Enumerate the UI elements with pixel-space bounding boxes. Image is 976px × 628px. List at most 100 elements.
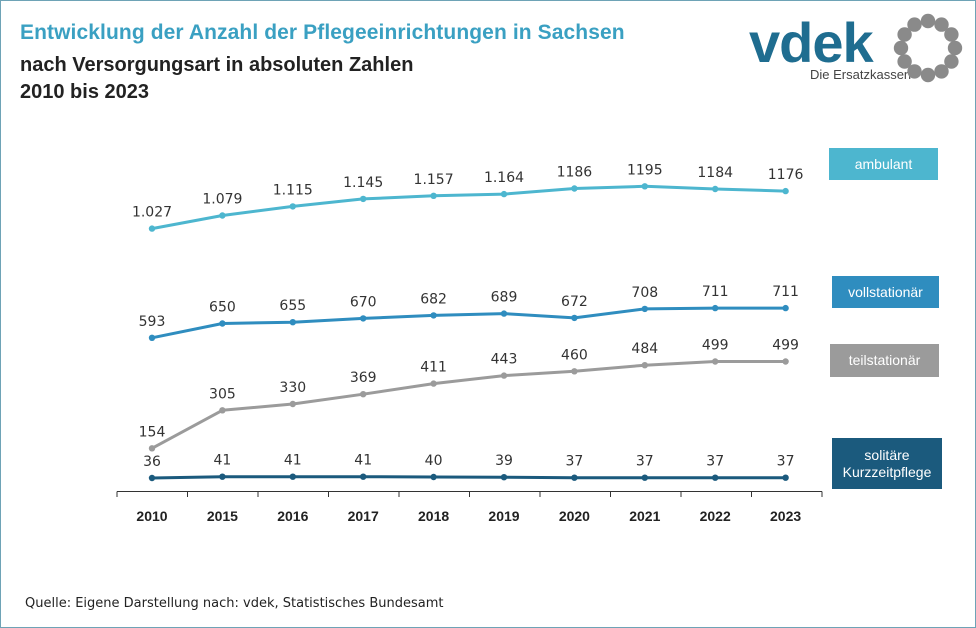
data-point-solitaere-kurzzeitpflege (641, 474, 648, 481)
data-point-teilstationaer (430, 380, 437, 387)
logo-ring-dot (944, 54, 959, 69)
data-label-vollstationaer: 650 (209, 300, 236, 316)
legend-teilstationaer: teilstationär (830, 344, 939, 377)
data-point-ambulant (571, 185, 578, 192)
legend-label-ambulant: ambulant (854, 155, 913, 172)
data-point-solitaere-kurzzeitpflege (430, 473, 437, 481)
data-point-teilstationaer (712, 358, 719, 365)
data-label-vollstationaer: 672 (561, 294, 588, 310)
x-tick-label-2017: 2017 (348, 508, 379, 524)
data-point-vollstationaer (782, 304, 789, 312)
data-label-solitaere-kurzzeitpflege: 37 (777, 454, 795, 470)
data-label-ambulant: 1.115 (273, 182, 313, 198)
data-label-teilstationaer: 330 (279, 380, 306, 396)
data-label-ambulant: 1.079 (202, 192, 242, 208)
logo-ring-dot (907, 17, 922, 32)
data-label-solitaere-kurzzeitpflege: 40 (425, 453, 443, 469)
data-point-vollstationaer (219, 320, 226, 327)
series-line-teilstationaer (151, 360, 786, 450)
data-point-solitaere-kurzzeitpflege (148, 474, 156, 482)
data-point-vollstationaer (148, 334, 156, 341)
series-line-vollstationaer (151, 306, 786, 340)
data-label-solitaere-kurzzeitpflege: 37 (565, 454, 583, 470)
vdek-logo-tagline: Die Ersatzkassen (810, 67, 912, 82)
data-point-teilstationaer (148, 445, 156, 452)
series-line-solitaere-kurzzeitpflege (151, 475, 786, 480)
data-point-solitaere-kurzzeitpflege (289, 473, 296, 480)
data-point-teilstationaer (289, 400, 296, 408)
data-point-ambulant (641, 183, 648, 190)
data-label-teilstationaer: 499 (772, 338, 799, 354)
data-label-vollstationaer: 689 (491, 290, 518, 306)
data-point-teilstationaer (571, 368, 578, 375)
data-point-teilstationaer (360, 391, 367, 398)
data-label-teilstationaer: 154 (139, 424, 166, 440)
data-label-solitaere-kurzzeitpflege: 41 (213, 453, 231, 469)
series-line-ambulant (151, 184, 786, 231)
data-point-solitaere-kurzzeitpflege (360, 473, 367, 480)
logo-ring-dot (897, 54, 912, 69)
source-note: Quelle: Eigene Darstellung nach: vdek, S… (25, 596, 444, 611)
data-label-vollstationaer: 711 (702, 284, 729, 300)
subtitle-line-1: nach Versorgungsart in absoluten Zahlen (20, 54, 414, 76)
x-tick-label-2021: 2021 (629, 508, 660, 524)
legend-label-solitaere-line2: Kurzzeitpflege (842, 463, 932, 480)
data-label-teilstationaer: 484 (631, 341, 658, 357)
data-label-vollstationaer: 655 (279, 298, 306, 314)
data-point-vollstationaer (430, 312, 437, 319)
data-point-vollstationaer (289, 319, 296, 326)
data-point-ambulant (360, 195, 367, 203)
data-point-ambulant (500, 190, 508, 198)
legend-label-vollstationaer: vollstationär (848, 283, 923, 300)
logo-ring-dot (920, 13, 936, 29)
data-label-solitaere-kurzzeitpflege: 36 (143, 454, 161, 470)
data-point-vollstationaer (712, 304, 719, 312)
data-point-ambulant (289, 203, 296, 210)
x-tick-label-2022: 2022 (700, 508, 731, 524)
data-point-teilstationaer (500, 372, 508, 379)
subtitle-line-2: 2010 bis 2023 (20, 81, 149, 103)
logo-ring-dot (907, 64, 922, 79)
data-label-teilstationaer: 499 (702, 338, 729, 354)
chart-title: Entwicklung der Anzahl der Pflegeeinrich… (20, 21, 625, 44)
data-point-vollstationaer (571, 314, 578, 322)
data-point-teilstationaer (219, 407, 226, 414)
data-point-solitaere-kurzzeitpflege (500, 474, 508, 481)
logo-ring-dot (944, 27, 959, 42)
x-tick-label-2016: 2016 (277, 508, 308, 524)
logo-ring-dot (934, 64, 949, 79)
data-point-solitaere-kurzzeitpflege (571, 474, 578, 481)
logo-ring-dot (920, 67, 936, 83)
data-label-ambulant: 1.145 (343, 175, 383, 191)
legend-solitaere-kurzzeitpflege: solitäre Kurzzeitpflege (832, 438, 942, 489)
data-label-ambulant: 1184 (697, 165, 733, 181)
data-label-vollstationaer: 593 (139, 314, 166, 330)
data-label-ambulant: 1.164 (484, 170, 524, 186)
data-point-vollstationaer (360, 315, 367, 322)
data-point-solitaere-kurzzeitpflege (782, 474, 789, 481)
x-tick-label-2019: 2019 (488, 508, 519, 524)
legend-label-teilstationaer: teilstationär (848, 352, 921, 368)
data-label-vollstationaer: 711 (772, 284, 799, 300)
x-tick-label-2020: 2020 (559, 508, 590, 524)
line-chart: 2010 2015 2016 2017 2018 2019 2020 2021 2022 2023… (116, 162, 823, 524)
data-label-vollstationaer: 670 (350, 294, 377, 310)
data-label-solitaere-kurzzeitpflege: 39 (495, 453, 513, 469)
legend-vollstationaer: vollstationär (832, 276, 939, 308)
data-point-teilstationaer (641, 362, 648, 369)
data-point-ambulant (712, 185, 719, 193)
data-point-ambulant (782, 187, 789, 195)
chart-subtitle: nach Versorgungsart in absoluten Zahlen … (20, 52, 413, 106)
logo-ring-dot (893, 40, 909, 56)
data-label-solitaere-kurzzeitpflege: 37 (636, 454, 654, 470)
data-label-ambulant: 1176 (768, 167, 804, 183)
data-point-vollstationaer (500, 310, 508, 317)
logo-ring-dot (947, 40, 963, 56)
vdek-logo-ring-icon (893, 13, 963, 83)
data-label-solitaere-kurzzeitpflege: 41 (284, 453, 302, 469)
data-point-ambulant (430, 192, 437, 199)
data-point-solitaere-kurzzeitpflege (219, 473, 226, 480)
x-tick-label-2018: 2018 (418, 508, 449, 524)
data-label-teilstationaer: 411 (420, 360, 447, 376)
